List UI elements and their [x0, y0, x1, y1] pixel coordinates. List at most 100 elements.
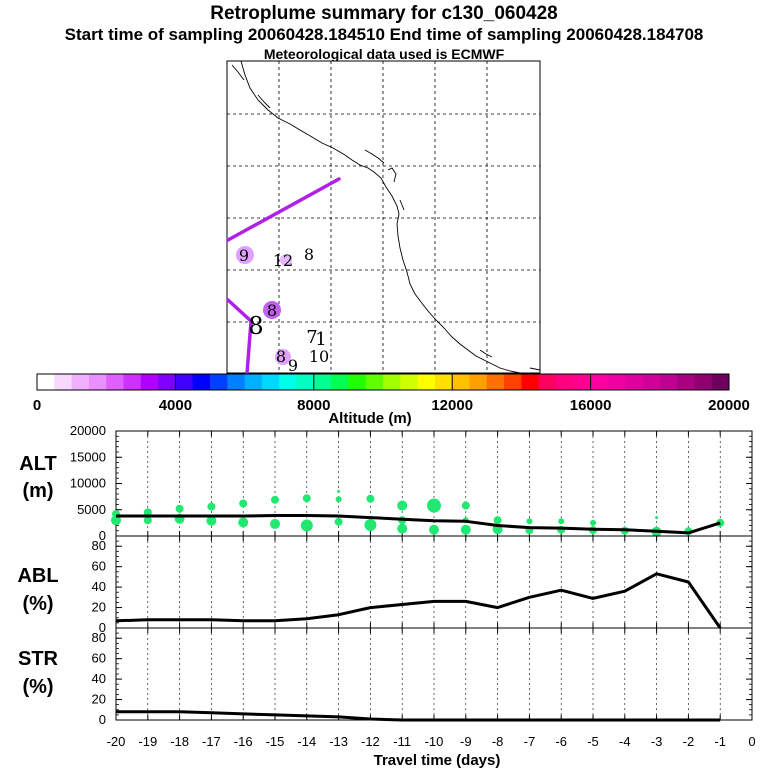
- panel-label-unit: (%): [22, 593, 53, 615]
- cluster-point: [300, 519, 313, 532]
- cluster-point: [429, 524, 439, 535]
- colorbar-swatch: [434, 374, 453, 390]
- colorbar-swatch: [140, 374, 159, 390]
- cluster-point: [270, 518, 280, 529]
- colorbar-swatch: [504, 374, 522, 390]
- colorbar-tick-label: 20000: [708, 397, 750, 414]
- cluster-point: [175, 504, 184, 513]
- colorbar-swatch: [659, 374, 678, 390]
- cluster-point: [397, 500, 408, 511]
- y-tick-label: 0: [99, 712, 106, 727]
- x-tick-label: -1: [714, 734, 726, 749]
- colorbar-swatch: [331, 374, 349, 390]
- cluster-point: [397, 523, 408, 534]
- y-tick-label: 20: [92, 600, 106, 615]
- x-axis-label: Travel time (days): [374, 752, 501, 768]
- colorbar-swatch: [279, 374, 297, 390]
- colorbar-swatch: [365, 374, 384, 390]
- cluster-point: [238, 517, 249, 528]
- x-tick-label: -14: [297, 734, 316, 749]
- colorbar-swatch: [210, 374, 228, 390]
- map-cluster-label: 7: [306, 327, 317, 348]
- cluster-point: [558, 518, 565, 525]
- cluster-point: [655, 516, 659, 520]
- cluster-point: [460, 524, 471, 535]
- colorbar-swatch: [244, 374, 263, 390]
- panel-label: ALT: [19, 453, 56, 475]
- y-tick-label: 40: [92, 671, 106, 686]
- colorbar-swatch: [383, 374, 401, 390]
- y-tick-label: 80: [92, 538, 106, 553]
- series-line: [116, 710, 721, 722]
- colorbar-swatch: [313, 374, 332, 390]
- colorbar-swatch: [296, 374, 315, 390]
- colorbar-swatch: [71, 374, 90, 390]
- map-cluster-label: 8: [267, 301, 277, 320]
- x-tick-label: -8: [492, 734, 504, 749]
- map-graticule: [227, 61, 540, 373]
- x-tick-label: -9: [460, 734, 472, 749]
- series-line: [116, 514, 721, 535]
- colorbar-swatch: [54, 374, 73, 390]
- cluster-point: [427, 498, 441, 513]
- panel-alt: 0 5000 10000 15000 20000 ALT (m): [19, 423, 753, 543]
- cluster-point: [206, 515, 217, 526]
- cluster-point: [143, 516, 152, 525]
- cluster-point: [334, 517, 343, 526]
- x-tick-label: -18: [170, 734, 189, 749]
- colorbar-swatch: [88, 374, 107, 390]
- colorbar-swatch: [590, 374, 609, 390]
- cluster-point: [239, 499, 248, 508]
- x-tick-label: -4: [619, 734, 631, 749]
- panel-label-unit: (m): [22, 480, 53, 502]
- coastline-islands: [231, 64, 541, 371]
- cluster-point: [207, 502, 216, 511]
- cluster-point: [590, 519, 596, 526]
- coastline: [240, 60, 521, 374]
- x-tick-label: -3: [651, 734, 663, 749]
- cluster-point: [337, 489, 341, 493]
- colorbar-swatch: [417, 374, 436, 390]
- map-frame: [226, 60, 541, 374]
- x-tick-label: -15: [266, 734, 285, 749]
- x-tick-label: -2: [683, 734, 695, 749]
- y-tick-label: 20000: [70, 423, 106, 438]
- colorbar-swatch: [192, 374, 211, 390]
- cluster-point: [493, 516, 502, 525]
- cluster-point: [366, 494, 375, 503]
- y-tick-label: 40: [92, 579, 106, 594]
- y-tick-label: 80: [92, 630, 106, 645]
- colorbar-swatch: [106, 374, 124, 390]
- colorbar-swatch: [37, 374, 55, 390]
- cluster-point: [271, 495, 279, 504]
- cluster-point: [143, 508, 152, 517]
- panel-label: ABL: [17, 565, 58, 587]
- trajectory-lines: [226, 177, 341, 375]
- x-tick-label: 0: [748, 734, 755, 749]
- colorbar-swatch: [348, 374, 367, 390]
- cluster-point: [302, 494, 311, 503]
- map-cluster-label: 10: [309, 347, 329, 366]
- map-cluster-label: 8: [304, 245, 314, 264]
- y-tick-label: 10000: [70, 476, 106, 491]
- colorbar-swatch: [521, 374, 540, 390]
- cluster-markers: [236, 246, 292, 365]
- map-cluster-label: 8: [276, 347, 286, 366]
- panel-label-unit: (%): [22, 676, 53, 698]
- map-cluster-label: 9: [288, 356, 298, 375]
- colorbar-swatch: [175, 374, 194, 390]
- colorbar-tick-label: 4000: [159, 397, 192, 414]
- x-tick-label: -17: [202, 734, 221, 749]
- colorbar-tick-label: 8000: [297, 397, 330, 414]
- x-tick-label: -12: [361, 734, 380, 749]
- colorbar-swatch: [123, 374, 142, 390]
- x-tick-label: -20: [107, 734, 126, 749]
- y-tick-label: 15000: [70, 449, 106, 464]
- colorbar-tick-label: 12000: [431, 397, 473, 414]
- colorbar-swatch: [694, 374, 713, 390]
- colorbar-swatch: [227, 374, 246, 390]
- y-tick-label: 60: [92, 651, 106, 666]
- colorbar-swatch: [400, 374, 419, 390]
